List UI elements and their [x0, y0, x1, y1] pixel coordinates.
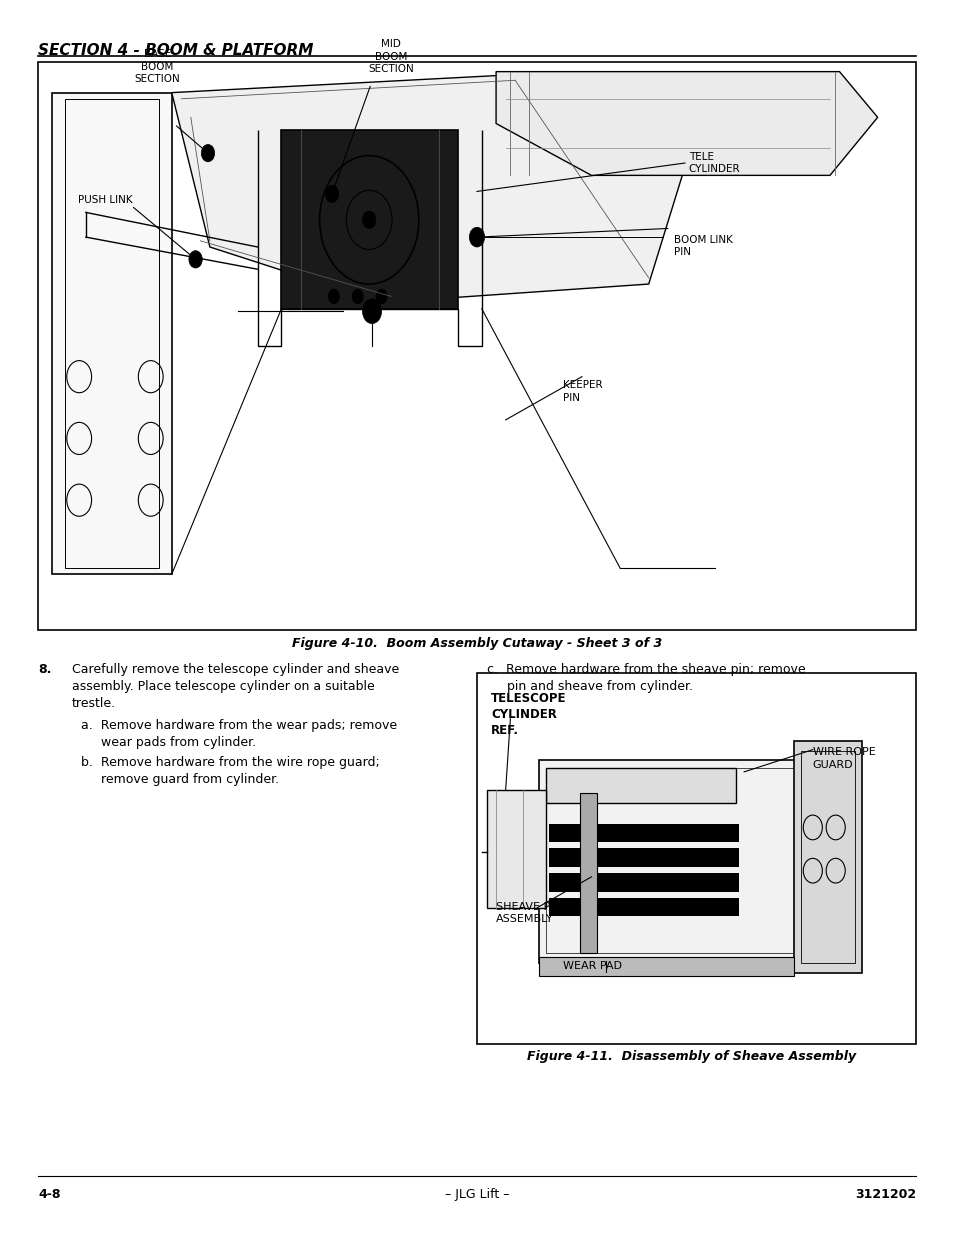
- Text: BOOM LINK
PIN: BOOM LINK PIN: [673, 235, 732, 257]
- Text: 8.: 8.: [38, 663, 51, 677]
- Text: 3121202: 3121202: [854, 1188, 915, 1202]
- Bar: [545, 768, 736, 803]
- Circle shape: [375, 289, 387, 304]
- Polygon shape: [172, 74, 686, 303]
- Text: SECTION 4 - BOOM & PLATFORM: SECTION 4 - BOOM & PLATFORM: [38, 43, 314, 58]
- Circle shape: [362, 211, 375, 228]
- Text: MID
BOOM
SECTION: MID BOOM SECTION: [368, 40, 414, 74]
- Circle shape: [362, 299, 381, 324]
- Text: 4-8: 4-8: [38, 1188, 61, 1202]
- Text: BASE
BOOM
SECTION: BASE BOOM SECTION: [134, 49, 180, 84]
- Circle shape: [469, 227, 484, 247]
- Text: PUSH LINK: PUSH LINK: [78, 195, 132, 205]
- Text: TELE
CYLINDER: TELE CYLINDER: [688, 152, 740, 174]
- Text: WEAR PAD: WEAR PAD: [562, 961, 621, 971]
- Polygon shape: [548, 898, 739, 916]
- Text: TELESCOPE
CYLINDER
REF.: TELESCOPE CYLINDER REF.: [491, 692, 566, 736]
- Bar: [52, 93, 172, 574]
- Text: Figure 4-10.  Boom Assembly Cutaway - Sheet 3 of 3: Figure 4-10. Boom Assembly Cutaway - She…: [292, 637, 661, 651]
- Bar: [579, 793, 597, 953]
- Circle shape: [325, 185, 338, 203]
- Bar: [65, 99, 159, 568]
- Bar: [801, 751, 854, 963]
- Polygon shape: [548, 848, 739, 867]
- Bar: [476, 673, 915, 1044]
- Polygon shape: [548, 824, 739, 842]
- Text: c.  Remove hardware from the sheave pin; remove
     pin and sheave from cylinde: c. Remove hardware from the sheave pin; …: [486, 663, 804, 693]
- Polygon shape: [548, 873, 739, 892]
- Text: WIRE ROPE
GUARD: WIRE ROPE GUARD: [812, 747, 875, 769]
- Circle shape: [189, 251, 202, 268]
- Polygon shape: [496, 72, 877, 175]
- Circle shape: [352, 289, 363, 304]
- Text: SHEAVE PIN
ASSEMBLY: SHEAVE PIN ASSEMBLY: [496, 902, 561, 924]
- Bar: [538, 957, 793, 976]
- Text: Carefully remove the telescope cylinder and sheave
assembly. Place telescope cyl: Carefully remove the telescope cylinder …: [71, 663, 398, 710]
- Bar: [545, 768, 814, 953]
- Circle shape: [470, 228, 483, 246]
- Text: a.  Remove hardware from the wear pads; remove
     wear pads from cylinder.: a. Remove hardware from the wear pads; r…: [81, 719, 396, 748]
- Circle shape: [201, 144, 214, 162]
- Bar: [486, 790, 545, 908]
- Bar: [281, 130, 457, 309]
- Text: Figure 4-11.  Disassembly of Sheave Assembly: Figure 4-11. Disassembly of Sheave Assem…: [527, 1050, 855, 1063]
- Bar: [793, 741, 862, 973]
- Text: – JLG Lift –: – JLG Lift –: [444, 1188, 509, 1202]
- Text: b.  Remove hardware from the wire rope guard;
     remove guard from cylinder.: b. Remove hardware from the wire rope gu…: [81, 756, 379, 785]
- Bar: [38, 62, 915, 630]
- Bar: [538, 760, 820, 963]
- Circle shape: [328, 289, 339, 304]
- Text: KEEPER
PIN: KEEPER PIN: [562, 380, 602, 403]
